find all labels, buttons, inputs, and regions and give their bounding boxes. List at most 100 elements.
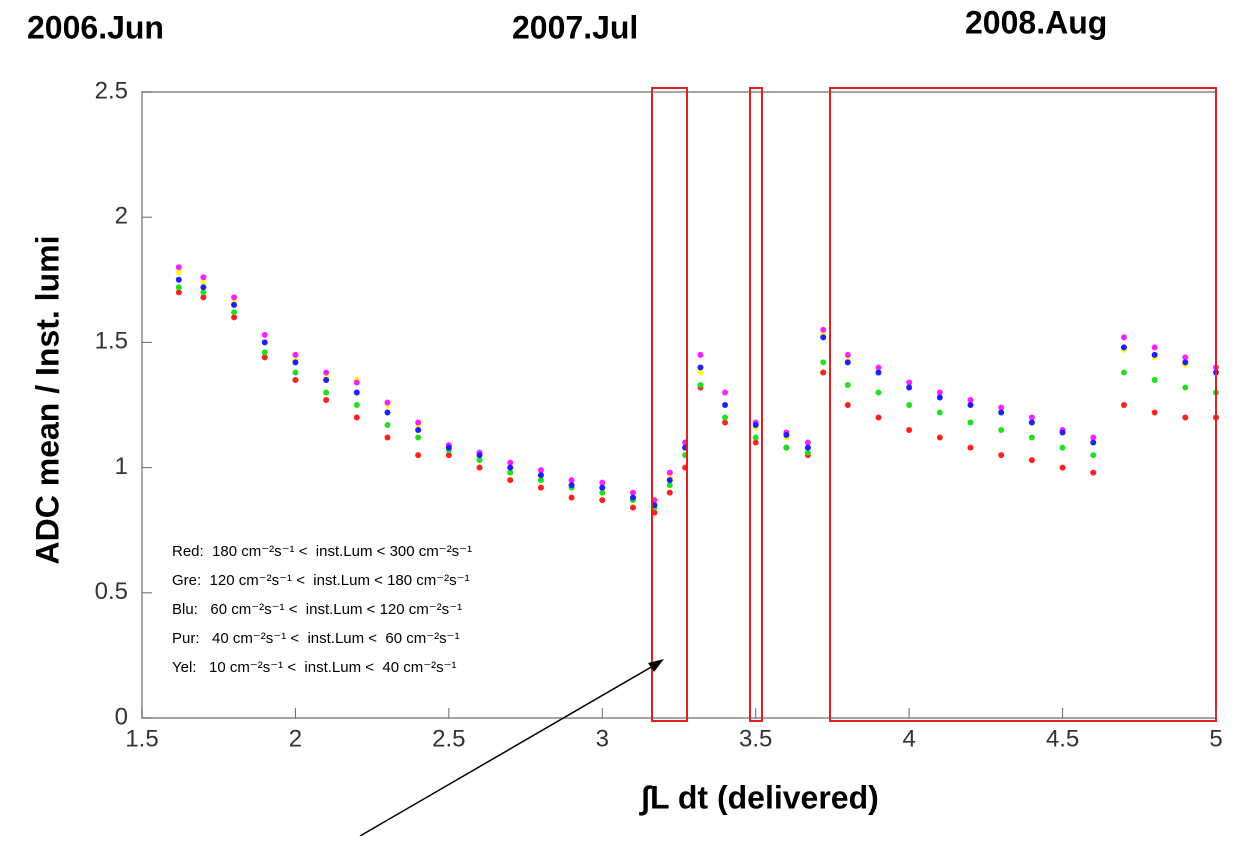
point (752, 439, 759, 446)
point (384, 409, 391, 416)
point (1090, 434, 1097, 441)
point (200, 289, 207, 296)
point (1059, 464, 1066, 471)
point (1182, 414, 1189, 421)
point (666, 482, 673, 489)
point (820, 369, 827, 376)
arrow (359, 661, 661, 837)
point (844, 381, 851, 388)
point (1120, 369, 1127, 376)
point (292, 351, 299, 358)
point (507, 459, 514, 466)
point (261, 349, 268, 356)
point (998, 404, 1005, 411)
point (998, 452, 1005, 459)
arrow-head (648, 659, 664, 672)
point (175, 264, 182, 271)
point (568, 477, 575, 484)
point (936, 434, 943, 441)
point (353, 402, 360, 408)
point (820, 326, 827, 333)
point (752, 422, 759, 429)
point (998, 427, 1005, 434)
point (967, 396, 974, 403)
point (507, 477, 514, 484)
point (967, 402, 974, 408)
point (629, 489, 636, 496)
point (1151, 376, 1158, 383)
point (599, 479, 606, 486)
point (384, 422, 391, 429)
point (292, 369, 299, 376)
legend-entry: Blu: 60 cm⁻²s⁻¹ < inst.Lum < 120 cm⁻²s⁻¹ (172, 601, 462, 618)
point (323, 389, 330, 396)
point (1151, 344, 1158, 351)
x-tick-label: 3 (596, 725, 609, 752)
legend-entry: Red: 180 cm⁻²s⁻¹ < inst.Lum < 300 cm⁻²s⁻… (172, 543, 472, 560)
point (231, 309, 238, 316)
point (231, 294, 238, 301)
point (844, 359, 851, 366)
point (175, 284, 182, 291)
point (722, 402, 729, 408)
point (967, 419, 974, 426)
point (476, 452, 483, 459)
point (820, 334, 827, 341)
point (1028, 419, 1035, 426)
legend-entry: Pur: 40 cm⁻²s⁻¹ < inst.Lum < 60 cm⁻²s⁻¹ (172, 630, 460, 647)
x-tick-label: 2.5 (432, 725, 465, 752)
point (875, 369, 882, 376)
point (175, 289, 182, 296)
x-tick-label: 2 (289, 725, 302, 752)
point (697, 369, 704, 376)
x-axis-label: ∫L dt (delivered) (638, 779, 879, 816)
point (415, 419, 422, 426)
point (568, 482, 575, 489)
point (200, 284, 207, 291)
point (1028, 457, 1035, 464)
point (906, 402, 913, 408)
point (175, 276, 182, 283)
point (353, 379, 360, 386)
point (804, 439, 811, 446)
point (906, 379, 913, 386)
point (804, 449, 811, 456)
point (476, 464, 483, 471)
y-tick-label: 1 (115, 453, 128, 480)
point (697, 351, 704, 358)
y-tick-label: 2 (115, 203, 128, 230)
point (384, 434, 391, 441)
annotation: 2006.Jun (27, 9, 164, 45)
point (936, 389, 943, 396)
point (629, 504, 636, 511)
point (292, 376, 299, 383)
point (936, 394, 943, 401)
point (537, 484, 544, 491)
point (200, 274, 207, 281)
y-axis-label: ADC mean / Inst. lumi (29, 236, 65, 565)
point (844, 402, 851, 408)
point (906, 384, 913, 391)
point (261, 331, 268, 338)
point (261, 354, 268, 361)
point (1120, 334, 1127, 341)
y-tick-label: 0 (115, 703, 128, 730)
point (697, 364, 704, 371)
point (175, 269, 182, 276)
point (445, 444, 452, 451)
point (599, 489, 606, 496)
point (967, 444, 974, 451)
point (292, 359, 299, 366)
point (666, 469, 673, 476)
point (998, 409, 1005, 416)
annotation: 2007.Jul (512, 9, 638, 45)
point (722, 419, 729, 426)
point (783, 444, 790, 451)
point (1151, 351, 1158, 358)
y-tick-label: 2.5 (95, 77, 128, 104)
point (599, 484, 606, 491)
x-tick-label: 3.5 (739, 725, 772, 752)
point (1120, 344, 1127, 351)
point (353, 389, 360, 396)
